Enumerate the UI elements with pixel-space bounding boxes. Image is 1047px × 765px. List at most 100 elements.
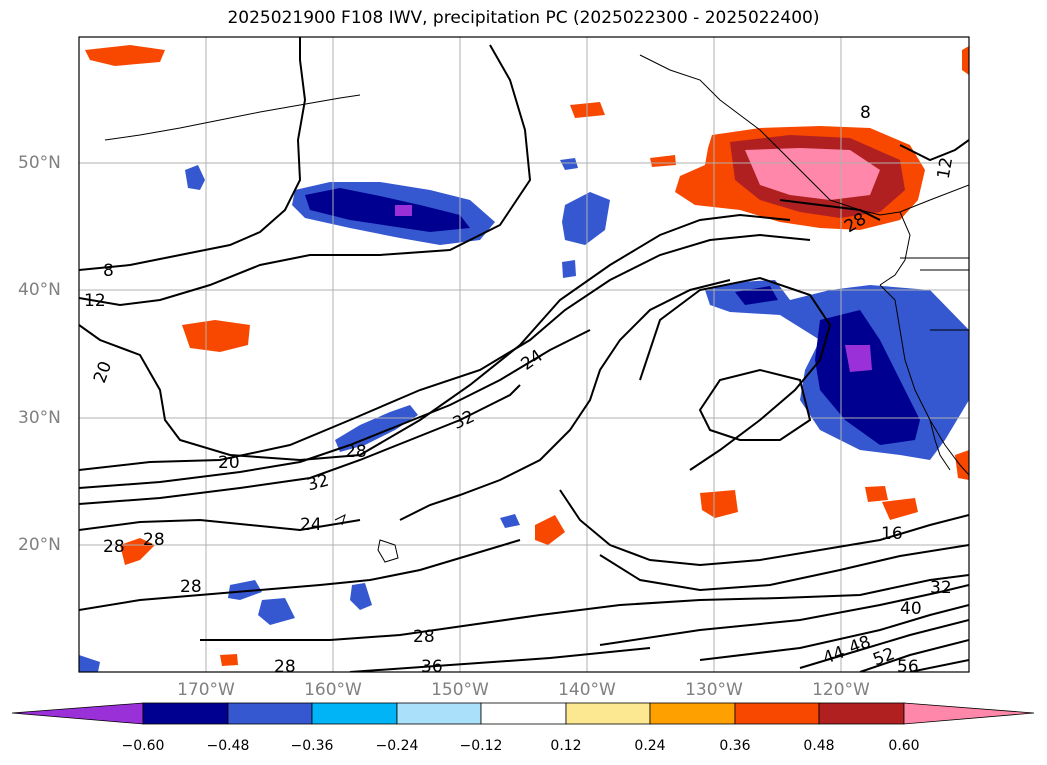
colorbar [11,702,1035,725]
contour-label: 28 [180,577,202,597]
colorbar-tick-label: −0.36 [290,738,334,754]
iwv-contours [79,37,969,672]
colorbar-segment [734,702,820,725]
colorbar-extend-left [11,702,144,725]
coastline-baja [929,419,951,471]
contour-label: 12 [934,156,957,181]
colorbar-segment [227,702,313,725]
contour-label: 56 [897,657,919,677]
precip-neg-small2 [185,165,205,190]
colorbar-segment [818,702,905,725]
contour-28-south [79,518,361,532]
map-frame [78,36,970,673]
contour-label: 24 [300,515,322,535]
contour-32 [79,384,521,505]
colorbar-segment [565,702,651,725]
colorbar-segment [649,702,736,725]
lon-label: 120°W [812,680,870,700]
colorbar-tick-label: 0.60 [888,738,920,754]
contour-label: 8 [860,103,871,123]
colorbar-tick-label: 0.12 [550,738,582,754]
precip-pos-tropic7 [220,654,238,666]
contour-label: 40 [900,599,922,619]
aleutians [104,94,361,141]
colorbar-tick-label: 0.36 [719,738,751,754]
precip-pos-tropic1 [700,490,738,518]
precip-neg-sw1 [228,580,262,600]
contour-nw-12 [899,139,969,162]
colorbar-segment [311,702,398,725]
lon-label: 130°W [685,680,743,700]
lon-label: 160°W [304,680,362,700]
colorbar-tick-label: −0.12 [459,738,503,754]
contour-label: 32 [450,407,478,434]
contour-mid-1 [399,279,731,521]
contour-20 [79,213,791,462]
contour-36 [349,647,651,672]
precip-max-nw [745,148,880,200]
precip-neg-ca-north [735,286,778,305]
contour-label: 28 [345,442,367,462]
precip-pos-tropic3 [882,498,918,520]
colorbar-extend-right [903,702,1035,725]
precip-neg-small3 [560,158,578,170]
colorbar-tick-label: −0.24 [375,738,419,754]
contour-labels: 8 8 12 20 20 24 24 28 28 28 28 28 28 32 … [84,103,957,677]
gridlines [79,37,969,672]
coastline-alaska [639,54,969,216]
contour-mid-2 [559,489,969,567]
precip-pos-tropic5 [535,515,565,545]
lat-label: 50°N [18,153,61,173]
lon-label: 150°W [431,680,489,700]
precip-pos-tropic4 [955,450,969,480]
contour-label: 28 [143,530,165,550]
contour-label: 16 [881,524,903,544]
contour-label: 32 [305,471,331,496]
colorbar-tick-label: 0.48 [803,738,835,754]
precip-max-npac [395,205,412,216]
colorbar-tick-label: −0.60 [121,738,165,754]
precip-neg-small4 [562,260,576,278]
lat-label: 30°N [18,408,61,428]
colorbar-tick-label: 0.24 [634,738,666,754]
precip-pos-ne-corner [962,46,969,75]
contour-40 [699,604,969,661]
contour-loop-1 [698,368,812,441]
precip-max-ca [845,345,872,372]
hawaii [334,514,399,563]
contour-56 [909,659,969,672]
contour-label: 20 [90,359,116,386]
precip-neg-band [335,405,418,452]
colorbar-tick-label: −0.48 [206,738,250,754]
precip-pos-tropic2 [865,486,888,502]
precip-neg-sw2 [258,598,295,625]
precip-strong-npac [305,188,470,232]
contour-12-a [79,44,532,307]
lat-label: 20°N [18,535,61,555]
colorbar-segment [142,702,229,725]
contour-nw-28 [779,199,881,221]
precip-neg-small1 [562,192,610,245]
contour-label: 44 [820,642,847,668]
contour-sw-2 [200,574,969,641]
colorbar-segment [396,702,482,725]
contour-label: 36 [421,657,443,677]
contour-label: 28 [413,627,435,647]
contour-32-south [599,584,969,646]
contour-label: 32 [930,578,952,598]
contour-16 [599,544,969,592]
precip-pos-mid [182,320,250,352]
contour-28 [79,329,591,489]
coastline-us-west [879,284,969,476]
precip-pos-nw-corner [85,45,165,66]
coastlines [104,54,969,563]
contour-label: 24 [518,346,547,375]
contour-52 [859,639,969,672]
contour-label: 28 [274,657,296,677]
contour-label: 28 [103,537,125,557]
contour-label: 8 [103,261,114,281]
precip-neg-sw3 [350,583,372,610]
contour-24 [79,233,811,471]
precip-pos-small [650,155,676,167]
contour-label: 12 [84,291,106,311]
